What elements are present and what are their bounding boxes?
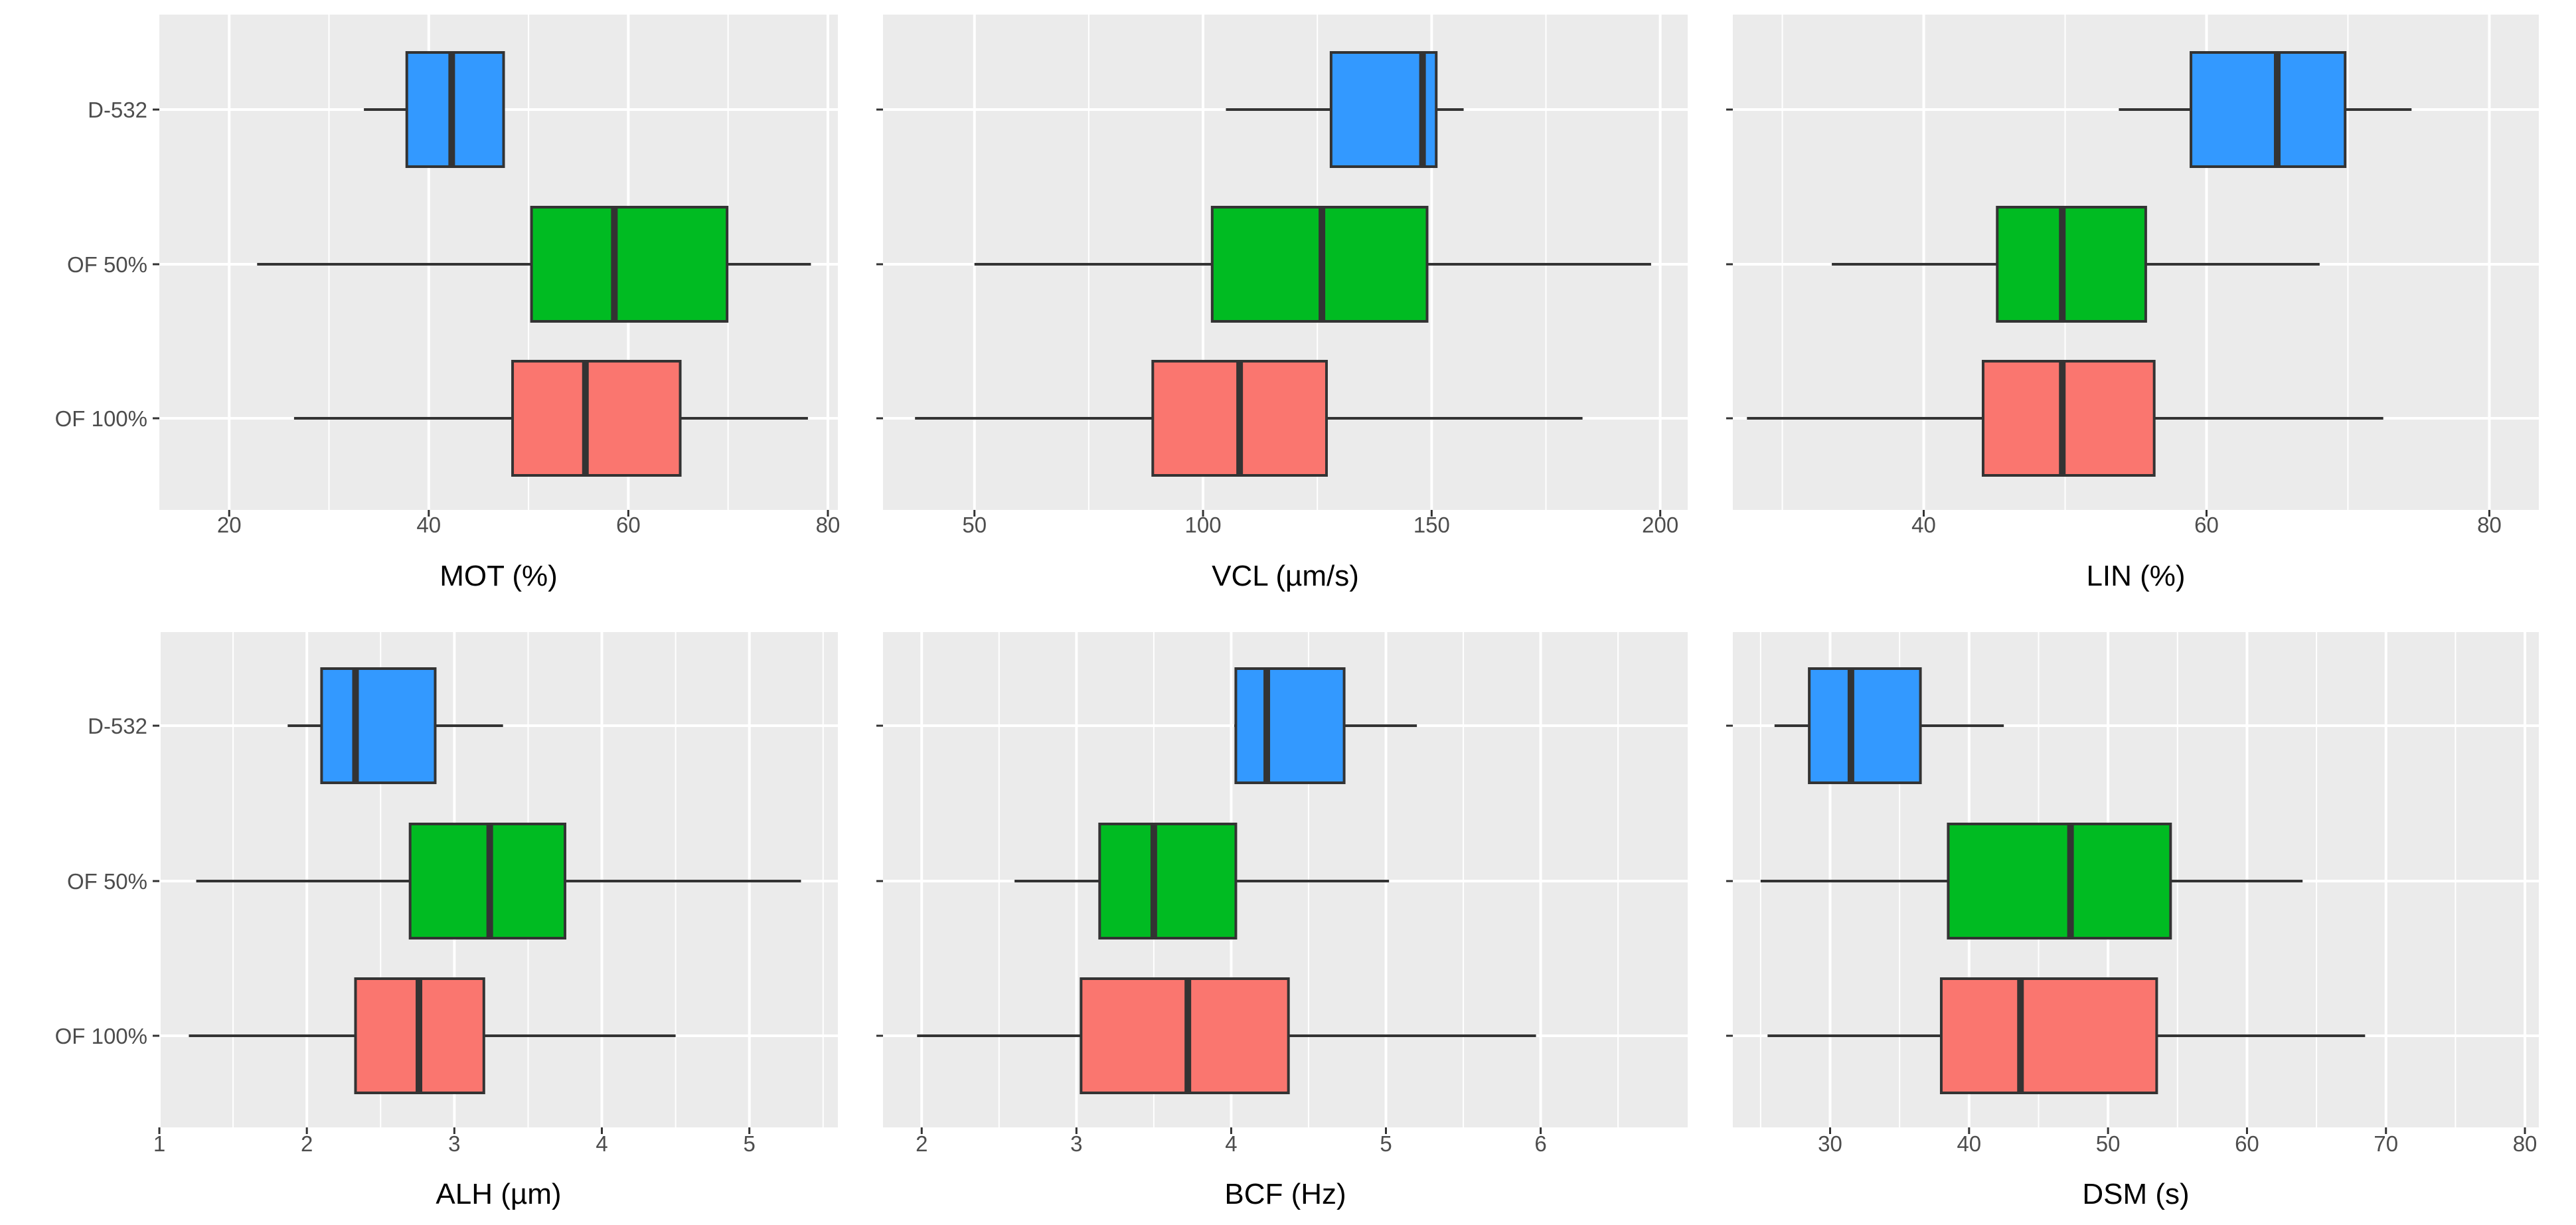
box-body (1329, 51, 1438, 168)
box-body (2190, 51, 2347, 168)
x-axis-title: LIN (%) (2086, 560, 2185, 592)
y-tick-label: OF 50% (67, 869, 147, 894)
box-of-100- (1747, 360, 2383, 477)
x-tick-label: 60 (616, 513, 641, 537)
x-tick-label: 100 (1185, 513, 1222, 537)
x-tick-label: 1 (153, 1131, 165, 1156)
x-tick-label: 2 (301, 1131, 313, 1156)
y-tick-label: D-532 (88, 714, 147, 738)
box-of-100- (293, 360, 808, 477)
box-body (320, 667, 437, 784)
box-body (1996, 206, 2147, 323)
x-tick-label: 6 (1534, 1131, 1546, 1156)
box-body (1981, 360, 2156, 477)
x-tick-label: 60 (2194, 513, 2219, 537)
box-of-50- (1760, 823, 2303, 939)
box-body (405, 51, 505, 168)
x-tick-label: 150 (1413, 513, 1450, 537)
box-d-532 (1234, 667, 1417, 784)
panel-3: 40 60 80 LIN (%) (1726, 15, 2539, 592)
box-body (511, 360, 682, 477)
x-tick-label: 40 (1957, 1131, 1981, 1156)
box-of-100- (915, 360, 1583, 477)
box-body (1939, 977, 2158, 1094)
box-of-100- (1767, 977, 2366, 1094)
box-d-532 (364, 51, 505, 168)
x-tick-label: 5 (1380, 1131, 1392, 1156)
y-tick-label: D-532 (88, 98, 147, 122)
box-of-50- (1832, 206, 2320, 323)
x-tick-label: 50 (962, 513, 987, 537)
box-body (1947, 823, 2172, 939)
x-tick-label: 40 (1911, 513, 1936, 537)
y-tick-label: OF 100% (55, 1024, 147, 1048)
x-tick-label: 50 (2096, 1131, 2121, 1156)
panel-4: 1 2 3 4 5 D-532 OF 50% OF 100% ALH (µm) (55, 632, 838, 1210)
panel-5: 2 3 4 5 6 BCF (Hz) (876, 632, 1688, 1210)
y-tick-label: OF 50% (67, 252, 147, 277)
box-d-532 (287, 667, 503, 784)
x-tick-label: 4 (1225, 1131, 1237, 1156)
x-tick-label: 20 (217, 513, 242, 537)
x-tick-label: 70 (2374, 1131, 2398, 1156)
x-tick-label: 4 (596, 1131, 607, 1156)
box-d-532 (2119, 51, 2412, 168)
panel-1: 20 40 60 80 D-532 OF 50% OF 100% MOT (%) (55, 15, 841, 592)
box-of-100- (917, 977, 1536, 1094)
box-d-532 (1226, 51, 1464, 168)
x-tick-label: 60 (2235, 1131, 2259, 1156)
box-body (530, 206, 729, 323)
x-axis-title: BCF (Hz) (1224, 1178, 1346, 1210)
box-of-50- (257, 206, 811, 323)
box-of-50- (196, 823, 801, 939)
x-axis-title: MOT (%) (440, 560, 558, 592)
y-tick-label: OF 100% (55, 406, 147, 431)
x-tick-label: 3 (1070, 1131, 1082, 1156)
x-axis-title: DSM (s) (2082, 1178, 2189, 1210)
x-tick-label: 80 (2513, 1131, 2537, 1156)
x-tick-label: 40 (416, 513, 441, 537)
panel-2: 50 100 150 200 VCL (µm/s) (876, 15, 1688, 592)
x-tick-label: 3 (448, 1131, 460, 1156)
x-tick-label: 2 (916, 1131, 927, 1156)
panel-6: 30 40 50 60 70 80 DSM (s) (1726, 632, 2539, 1210)
box-body (1808, 667, 1922, 784)
x-tick-label: 5 (744, 1131, 756, 1156)
box-of-100- (189, 977, 676, 1094)
box-of-50- (1014, 823, 1390, 939)
box-of-50- (974, 206, 1651, 323)
x-axis-title: ALH (µm) (436, 1178, 561, 1210)
x-axis-title: VCL (µm/s) (1212, 560, 1359, 592)
x-tick-label: 80 (2477, 513, 2502, 537)
x-tick-label: 30 (1818, 1131, 1842, 1156)
box-body (1234, 667, 1346, 784)
x-tick-label: 200 (1642, 513, 1678, 537)
x-tick-label: 80 (816, 513, 841, 537)
box-d-532 (1774, 667, 2004, 784)
box-body (1098, 823, 1238, 939)
